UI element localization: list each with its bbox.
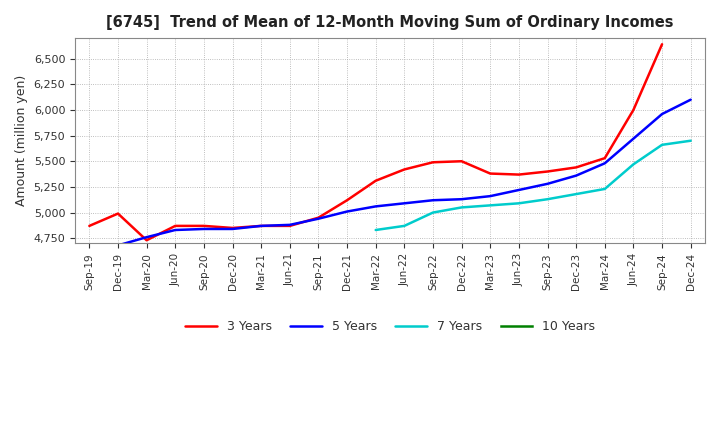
5 Years	[600, 161, 609, 166]
5 Years	[515, 187, 523, 193]
3 Years	[199, 223, 208, 228]
7 Years	[515, 201, 523, 206]
7 Years	[372, 227, 380, 233]
5 Years	[199, 226, 208, 231]
3 Years	[372, 178, 380, 183]
5 Years	[400, 201, 409, 206]
5 Years	[257, 223, 266, 228]
3 Years	[114, 211, 122, 216]
5 Years	[314, 216, 323, 221]
3 Years	[572, 165, 580, 170]
3 Years	[515, 172, 523, 177]
7 Years	[629, 161, 638, 167]
3 Years	[85, 223, 94, 228]
Y-axis label: Amount (million yen): Amount (million yen)	[15, 75, 28, 206]
3 Years	[428, 160, 437, 165]
7 Years	[600, 186, 609, 191]
5 Years	[343, 209, 351, 214]
5 Years	[143, 235, 151, 240]
5 Years	[658, 111, 667, 117]
5 Years	[543, 181, 552, 187]
7 Years	[428, 210, 437, 215]
5 Years	[285, 222, 294, 227]
5 Years	[629, 136, 638, 141]
5 Years	[428, 198, 437, 203]
3 Years	[400, 167, 409, 172]
7 Years	[543, 197, 552, 202]
3 Years	[343, 198, 351, 203]
7 Years	[486, 203, 495, 208]
3 Years	[143, 238, 151, 243]
5 Years	[228, 226, 237, 231]
3 Years	[457, 158, 466, 164]
3 Years	[543, 169, 552, 174]
5 Years	[486, 194, 495, 199]
7 Years	[572, 191, 580, 197]
7 Years	[400, 223, 409, 228]
Title: [6745]  Trend of Mean of 12-Month Moving Sum of Ordinary Incomes: [6745] Trend of Mean of 12-Month Moving …	[107, 15, 674, 30]
5 Years	[572, 173, 580, 178]
3 Years	[629, 107, 638, 113]
5 Years	[372, 204, 380, 209]
Line: 7 Years: 7 Years	[376, 141, 690, 230]
Line: 5 Years: 5 Years	[118, 100, 690, 246]
5 Years	[686, 97, 695, 103]
Legend: 3 Years, 5 Years, 7 Years, 10 Years: 3 Years, 5 Years, 7 Years, 10 Years	[180, 315, 600, 338]
5 Years	[457, 197, 466, 202]
3 Years	[600, 155, 609, 161]
3 Years	[228, 225, 237, 231]
3 Years	[486, 171, 495, 176]
5 Years	[171, 227, 179, 233]
3 Years	[171, 223, 179, 228]
3 Years	[285, 223, 294, 228]
3 Years	[314, 215, 323, 220]
7 Years	[457, 205, 466, 210]
3 Years	[658, 42, 667, 47]
7 Years	[686, 138, 695, 143]
Line: 3 Years: 3 Years	[89, 44, 662, 240]
5 Years	[114, 243, 122, 248]
7 Years	[658, 142, 667, 147]
3 Years	[257, 223, 266, 228]
